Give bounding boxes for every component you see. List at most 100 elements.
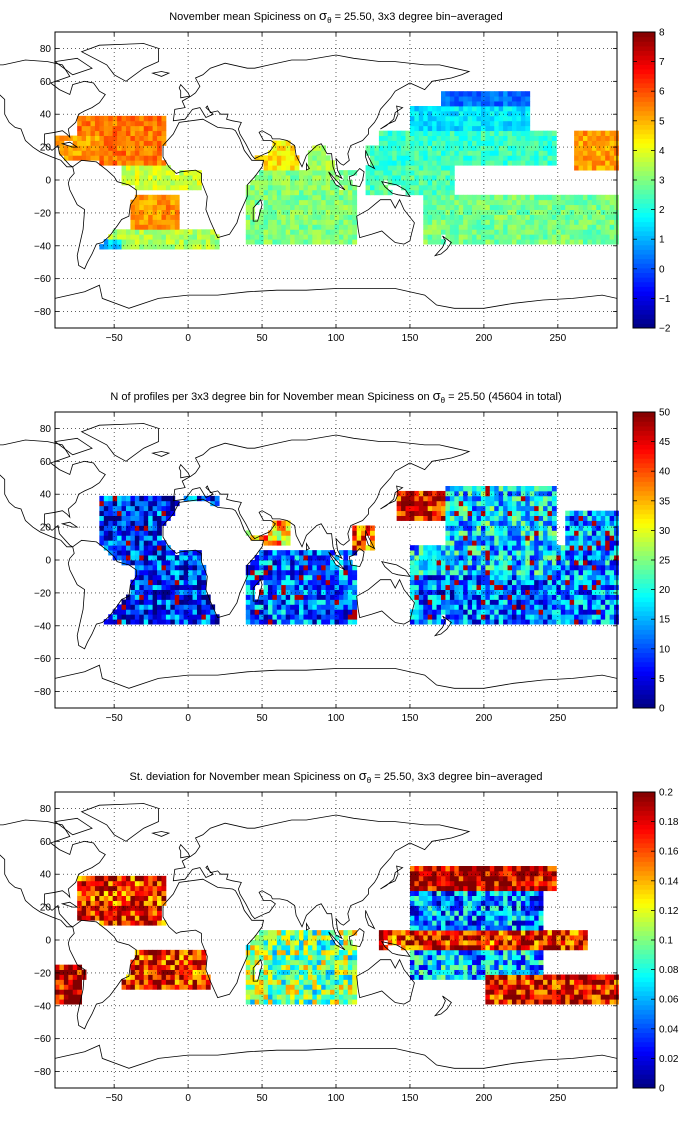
data-cell [494,589,500,595]
data-cell [188,604,193,610]
data-cell [498,569,504,576]
data-cell [614,564,619,571]
data-cell [445,540,451,546]
colorbar-swatch [633,495,655,501]
data-cell [472,540,477,546]
data-cell [458,560,464,566]
data-cell [449,234,455,240]
data-cell [112,135,118,141]
data-cell [609,619,615,625]
data-cell [614,515,619,521]
data-cell [458,150,464,156]
data-cell [609,145,615,151]
data-cell [467,140,473,146]
data-cell [445,550,451,556]
data-cell [578,555,584,561]
data-cell [485,490,491,497]
data-cell [157,880,162,887]
data-cell [245,199,251,206]
data-cell [467,604,473,610]
data-cell [454,214,460,220]
data-cell [445,564,451,571]
data-cell [267,594,273,600]
data-cell [480,224,486,230]
data-cell [458,204,464,210]
data-cell [472,194,477,201]
data-cell [565,599,571,605]
data-cell [59,979,65,985]
data-cell [174,979,180,985]
data-cell [467,194,473,201]
data-cell [480,609,486,615]
data-cell [494,555,500,561]
data-cell [165,569,171,576]
data-cell [401,515,406,521]
colorbar-swatch [633,295,655,301]
data-cell [560,609,566,615]
data-cell [432,155,437,161]
data-cell [330,204,335,210]
data-cell [520,204,526,210]
data-cell [596,229,602,235]
data-cell [281,229,287,235]
data-cell [281,574,287,581]
data-cell [472,125,477,132]
coastline-borneo [348,167,365,188]
data-cell [108,614,114,620]
data-cell [130,115,136,122]
data-cell [600,214,606,220]
data-cell [525,135,531,141]
chart-title-prefix: St. deviation for November mean Spicines… [129,771,358,783]
coastline-cuba [60,521,79,528]
data-cell [334,214,340,220]
data-cell [427,204,433,210]
data-cell [276,234,282,240]
data-cell [250,944,256,951]
data-cell [272,619,278,625]
data-cell [516,530,522,536]
data-cell [312,180,318,186]
data-cell [157,915,162,921]
data-cell [441,165,446,171]
data-cell [77,895,83,901]
data-cell [485,579,491,586]
data-cell [503,490,508,497]
data-cell [551,229,557,235]
data-cell [485,594,491,600]
data-cell [254,949,260,956]
data-cell [307,604,313,610]
data-cell [365,180,371,186]
data-cell [63,969,69,975]
data-cell [534,234,540,240]
data-cell [183,984,189,990]
data-cell [569,219,575,225]
data-cell [476,545,482,551]
data-cell [130,900,136,906]
data-cell [551,609,557,615]
data-cell [148,589,154,595]
data-cell [152,555,158,561]
data-cell [436,589,442,595]
colorbar-swatch [633,504,655,510]
data-cell [307,569,313,576]
data-cell [534,550,540,556]
data-cell [538,530,544,536]
data-cell [312,594,318,600]
data-cell [409,555,415,561]
data-cell [161,885,167,892]
data-cell [77,130,83,136]
data-cell [476,535,482,541]
data-cell [503,619,508,625]
data-cell [529,140,535,146]
colorbar-swatch [633,281,655,287]
coastline-madagascar [252,198,263,222]
data-cell [272,994,278,1000]
data-cell [86,880,91,887]
data-cell [352,224,358,230]
data-cell [254,560,260,566]
data-cell [454,574,460,581]
data-cell [152,910,158,916]
data-cell [543,214,548,220]
data-cell [148,234,154,240]
data-cell [565,594,571,600]
